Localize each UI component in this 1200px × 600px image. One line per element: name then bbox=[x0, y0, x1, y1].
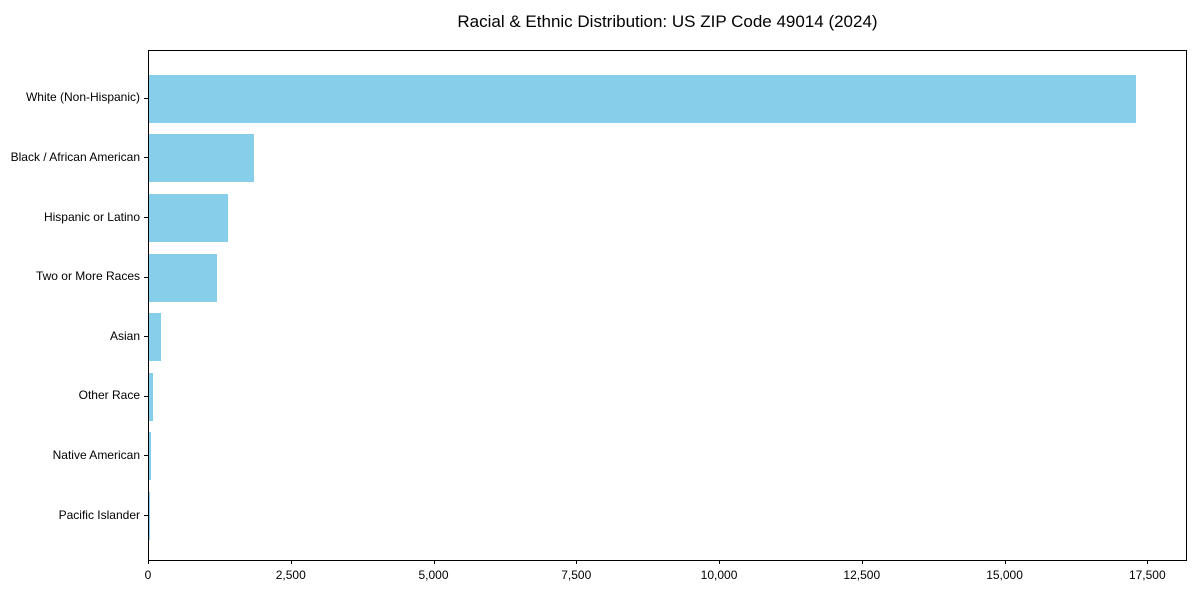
y-tick-label-white-non-hispanic: White (Non-Hispanic) bbox=[25, 90, 140, 105]
y-tick-label-black-african-american: Black / African American bbox=[10, 149, 140, 164]
x-tick-mark bbox=[1004, 560, 1006, 564]
x-tick-mark bbox=[719, 560, 721, 564]
x-tick-mark bbox=[433, 560, 435, 564]
x-tick-mark bbox=[576, 560, 578, 564]
x-tick-mark bbox=[290, 560, 292, 564]
x-tick-label-2-500: 2,500 bbox=[275, 568, 306, 582]
y-tick-label-native-american: Native American bbox=[52, 447, 140, 462]
bar-hispanic-or-latino bbox=[149, 194, 228, 242]
y-tick-mark bbox=[144, 336, 148, 338]
bar-two-or-more-races bbox=[149, 253, 217, 302]
y-tick-label-hispanic-or-latino: Hispanic or Latino bbox=[43, 209, 140, 224]
x-tick-label-15-000: 15,000 bbox=[986, 568, 1023, 582]
plot-area bbox=[148, 50, 1187, 561]
bar-asian bbox=[149, 313, 162, 362]
y-tick-mark bbox=[144, 455, 148, 457]
x-tick-mark bbox=[861, 560, 863, 564]
x-tick-label-0: 0 bbox=[144, 568, 152, 582]
x-tick-mark bbox=[148, 560, 149, 564]
bar-white-non-hispanic bbox=[149, 74, 1137, 123]
x-tick-label-12-500: 12,500 bbox=[843, 568, 881, 582]
bar-black-african-american bbox=[149, 134, 254, 183]
y-tick-mark bbox=[144, 217, 148, 218]
y-tick-mark bbox=[144, 276, 148, 278]
y-tick-label-pacific-islander: Pacific Islander bbox=[58, 507, 140, 522]
y-tick-label-other-race: Other Race bbox=[78, 388, 140, 403]
bar-pacific-islander bbox=[149, 492, 150, 540]
y-tick-label-asian: Asian bbox=[109, 328, 140, 343]
y-tick-mark bbox=[144, 515, 148, 516]
y-tick-label-two-or-more-races: Two or More Races bbox=[35, 269, 140, 284]
y-tick-mark bbox=[144, 97, 148, 99]
y-tick-mark bbox=[144, 395, 148, 397]
chart-title: Racial & Ethnic Distribution: US ZIP Cod… bbox=[457, 12, 878, 31]
y-tick-mark bbox=[144, 157, 148, 159]
bar-native-american bbox=[149, 432, 151, 481]
x-tick-label-7-500: 7,500 bbox=[561, 568, 592, 582]
bar-other-race bbox=[149, 372, 153, 421]
x-tick-label-5-000: 5,000 bbox=[418, 568, 449, 582]
x-tick-label-17-500: 17,500 bbox=[1128, 568, 1166, 582]
x-tick-label-10-000: 10,000 bbox=[700, 568, 738, 582]
x-tick-mark bbox=[1147, 560, 1149, 564]
